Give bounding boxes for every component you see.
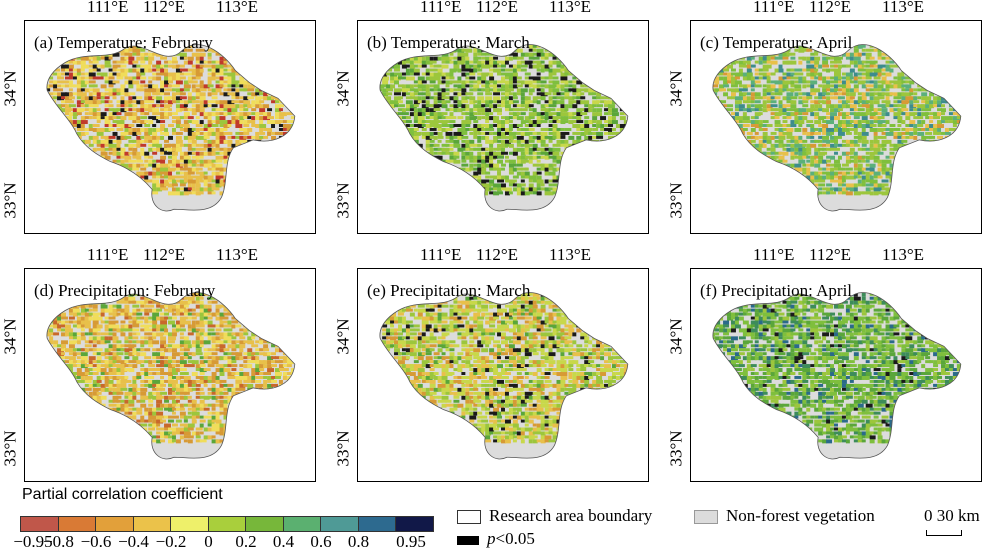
longitude-tick-label: 112°E [476, 0, 519, 16]
map-panel: 111°E 112°E 113°E 34°N 33°N (c) Temperature: … [666, 0, 984, 237]
colorbar-swatch [320, 517, 358, 531]
latitude-tick-label: 33°N [666, 182, 686, 219]
latitude-tick-label: 33°N [666, 430, 686, 467]
map-panel: 111°E 112°E 113°E 34°N 33°N (d) Precipitation… [0, 245, 318, 485]
latitude-tick-label: 33°N [333, 430, 353, 467]
latitude-tick-label: 34°N [333, 318, 353, 355]
latitude-tick-label: 34°N [0, 318, 20, 355]
colorbar-swatch [95, 517, 133, 531]
study-area-map [46, 44, 296, 212]
colorbar-swatch [245, 517, 283, 531]
legend-significance: p<0.05 [457, 529, 535, 549]
map-panel: 111°E 112°E 113°E 34°N 33°N (e) Precipitation… [333, 245, 651, 485]
longitude-tick-label: 112°E [809, 0, 852, 16]
map-frame: (a) Temperature: February [24, 20, 316, 234]
colorbar-tick-label: 0.6 [310, 532, 332, 551]
legend-nonforest: Non-forest vegetation [694, 506, 875, 526]
colorbar-tick-label: 0 [204, 532, 213, 551]
latitude-tick-label: 34°N [0, 70, 20, 107]
map-panel: 111°E 112°E 113°E 34°N 33°N (b) Temperature: … [333, 0, 651, 237]
research-area-boundary [379, 44, 629, 212]
latitude-tick-label: 33°N [0, 430, 20, 467]
longitude-tick-label: 112°E [143, 245, 186, 264]
colorbar-tick-label: 0.8 [347, 532, 370, 551]
boundary-label: Research area boundary [489, 506, 653, 525]
panel-title: (f) Precipitation: April [700, 281, 853, 300]
map-frame: (b) Temperature: March [357, 20, 649, 234]
colorbar-title: Partial correlation coefficient [22, 486, 223, 503]
map-frame: (f) Precipitation: April [690, 268, 982, 482]
map-panel: 111°E 112°E 113°E 34°N 33°N (f) Precipitation… [666, 245, 984, 485]
longitude-tick-label: 111°E [753, 245, 795, 264]
colorbar-tick-label: −0.6 [80, 532, 112, 551]
map-frame: (c) Temperature: April [690, 20, 982, 234]
colorbar-tick-label: −0.4 [118, 532, 149, 551]
panel-title: (a) Temperature: February [34, 33, 213, 52]
longitude-tick-label: 113°E [882, 0, 925, 16]
colorbar-swatch [170, 517, 208, 531]
research-area-boundary [712, 44, 962, 212]
longitude-tick-label: 112°E [476, 245, 519, 264]
panel-title: (d) Precipitation: February [34, 281, 216, 300]
research-area-boundary [712, 292, 962, 460]
research-area-boundary [379, 292, 629, 460]
longitude-tick-label: 111°E [420, 0, 462, 16]
latitude-tick-label: 33°N [0, 182, 20, 219]
study-area-map [379, 292, 629, 460]
study-area-map [379, 44, 629, 212]
scale-bar-line [926, 530, 962, 536]
colorbar-swatch [395, 517, 433, 531]
significance-swatch [457, 535, 479, 545]
colorbar-tick-label: −0.2 [155, 532, 187, 551]
latitude-tick-label: 34°N [666, 70, 686, 107]
boundary-swatch [457, 510, 481, 525]
study-area-map [46, 292, 296, 460]
legend-boundary: Research area boundary [457, 506, 652, 526]
colorbar-tick-label: −0.95 [13, 532, 53, 551]
colorbar-swatch [132, 517, 170, 531]
longitude-tick-label: 111°E [87, 0, 129, 16]
panel-title: (e) Precipitation: March [367, 281, 531, 300]
research-area-boundary [46, 292, 296, 460]
panel-title: (c) Temperature: April [700, 33, 853, 52]
colorbar-tick-label: 0.95 [396, 532, 426, 551]
correlation-raster [712, 44, 961, 196]
longitude-tick-label: 113°E [216, 0, 259, 16]
research-area-boundary [46, 44, 296, 212]
scale-bar: 0 30 km [924, 506, 980, 536]
longitude-tick-label: 111°E [420, 245, 462, 264]
colorbar-tick-label: 0.2 [235, 532, 257, 551]
longitude-tick-label: 113°E [882, 245, 925, 264]
latitude-tick-label: 34°N [333, 70, 353, 107]
colorbar-swatch [207, 517, 245, 531]
nonforest-swatch [694, 510, 718, 525]
colorbar [20, 516, 434, 532]
panel-title: (b) Temperature: March [367, 33, 530, 52]
longitude-tick-label: 113°E [549, 0, 592, 16]
colorbar-swatch [57, 517, 95, 531]
longitude-tick-label: 112°E [143, 0, 186, 16]
map-frame: (d) Precipitation: February [24, 268, 316, 482]
colorbar-tick-label: 0.4 [272, 532, 295, 551]
longitude-tick-label: 111°E [753, 0, 795, 16]
correlation-raster [712, 292, 961, 444]
colorbar-swatch [357, 517, 395, 531]
latitude-tick-label: 33°N [333, 182, 353, 219]
colorbar-swatch [282, 517, 320, 531]
colorbar-swatch [21, 517, 58, 531]
study-area-map [712, 292, 962, 460]
longitude-tick-label: 112°E [809, 245, 852, 264]
nonforest-label: Non-forest vegetation [726, 506, 875, 525]
scale-bar-label: 0 30 km [924, 506, 980, 525]
longitude-tick-label: 113°E [216, 245, 259, 264]
longitude-tick-label: 113°E [549, 245, 592, 264]
study-area-map [712, 44, 962, 212]
map-frame: (e) Precipitation: March [357, 268, 649, 482]
significance-threshold: <0.05 [495, 529, 535, 548]
colorbar-tick-label: −0.8 [43, 532, 74, 551]
longitude-tick-label: 111°E [87, 245, 129, 264]
latitude-tick-label: 34°N [666, 318, 686, 355]
significance-p: p [487, 529, 496, 548]
map-panel: 111°E 112°E 113°E 34°N 33°N (a) Temperature: … [0, 0, 318, 237]
